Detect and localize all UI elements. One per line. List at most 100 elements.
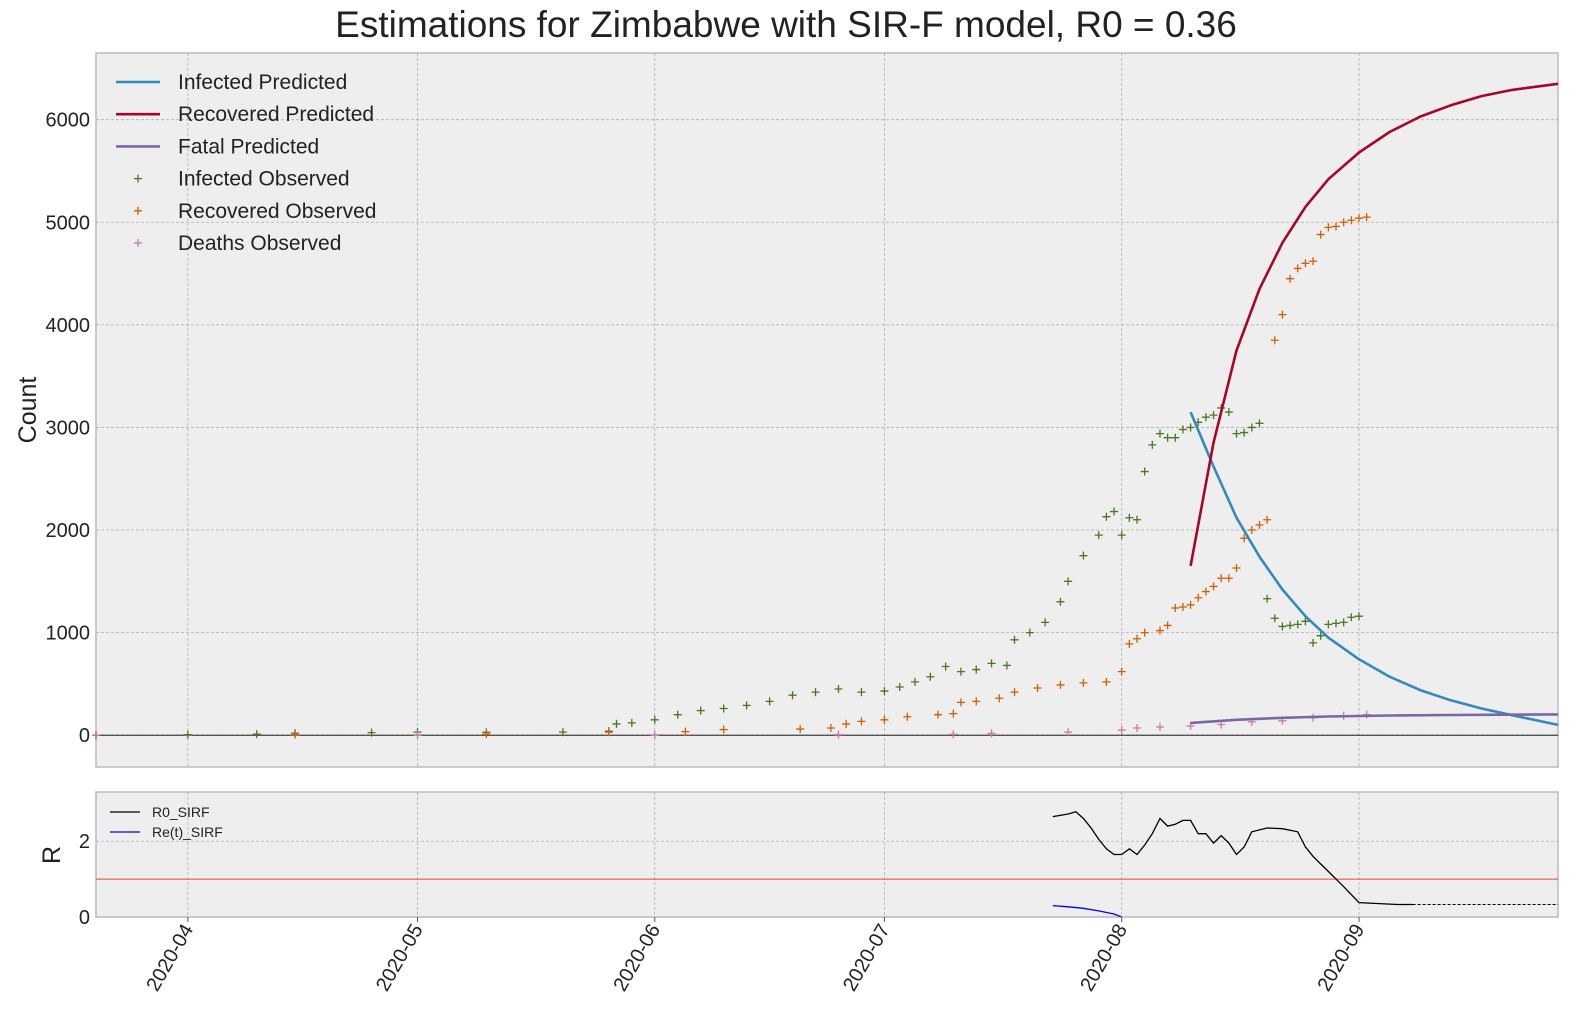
point-recovered-observed-39 <box>1255 520 1264 529</box>
point-infected-observed-35 <box>1079 551 1088 560</box>
point-infected-observed-29 <box>1002 661 1011 670</box>
point-infected-observed-11 <box>650 715 659 724</box>
y-tick-1000: 1000 <box>46 623 91 645</box>
point-recovered-observed-21 <box>1102 677 1111 686</box>
point-recovered-observed-19 <box>1056 680 1065 689</box>
point-recovered-observed-38 <box>1247 526 1256 535</box>
point-recovered-observed-3 <box>604 728 613 737</box>
point-recovered-observed-48 <box>1324 223 1333 232</box>
point-infected-observed-40 <box>1125 513 1134 522</box>
y-tick-6000: 6000 <box>46 110 91 132</box>
point-recovered-observed-14 <box>956 698 965 707</box>
point-recovered-observed-37 <box>1240 534 1249 543</box>
point-deaths-observed-6 <box>1064 728 1073 737</box>
point-infected-observed-14 <box>719 704 728 713</box>
count-gridlines <box>96 53 1558 767</box>
legend-swatch-infected-observed <box>134 174 142 183</box>
point-recovered-observed-43 <box>1286 274 1295 283</box>
legend-label-deaths-observed: Deaths Observed <box>178 232 341 255</box>
point-infected-observed-70 <box>1354 612 1363 621</box>
point-infected-observed-61 <box>1286 621 1295 630</box>
point-recovered-observed-20 <box>1079 678 1088 687</box>
y-tick-5000: 5000 <box>46 212 91 234</box>
point-infected-observed-12 <box>673 710 682 719</box>
series-recovered-observed <box>92 213 1371 740</box>
x-tick-2020-07: 2020-07 <box>839 921 895 996</box>
y-tick-0: 0 <box>79 725 90 747</box>
point-recovered-observed-41 <box>1270 336 1279 345</box>
point-deaths-observed-2 <box>650 730 659 739</box>
point-infected-observed-48 <box>1186 423 1195 432</box>
point-recovered-observed-35 <box>1224 574 1233 583</box>
legend-label-recovered-observed: Recovered Observed <box>178 200 376 223</box>
r-series <box>1052 810 1558 917</box>
x-tick-2020-09: 2020-09 <box>1314 921 1370 996</box>
point-recovered-observed-2 <box>482 730 491 739</box>
point-infected-observed-16 <box>765 697 774 706</box>
point-deaths-observed-8 <box>1133 724 1142 733</box>
legend-label-recovered-predicted: Recovered Predicted <box>178 103 374 126</box>
count-series <box>92 82 1559 740</box>
point-infected-observed-27 <box>972 665 981 674</box>
legend-label-r0-sirf: R0_SIRF <box>152 804 210 820</box>
point-infected-observed-39 <box>1117 531 1126 540</box>
count-panel: 0 1000 2000 3000 4000 5000 6000 Count Infected… <box>14 52 1559 768</box>
line-recovered-predicted <box>1189 82 1559 567</box>
point-infected-observed-24 <box>926 672 935 681</box>
point-recovered-observed-52 <box>1354 214 1363 223</box>
point-recovered-observed-49 <box>1332 222 1341 231</box>
point-infected-observed-20 <box>857 688 866 697</box>
point-infected-observed-66 <box>1324 620 1333 629</box>
point-recovered-observed-16 <box>995 694 1004 703</box>
point-recovered-observed-5 <box>719 725 728 734</box>
point-deaths-observed-0 <box>92 731 100 740</box>
point-infected-observed-58 <box>1263 594 1272 603</box>
point-recovered-observed-31 <box>1194 593 1203 602</box>
point-infected-observed-25 <box>941 662 950 671</box>
point-infected-observed-33 <box>1056 597 1065 606</box>
point-recovered-observed-18 <box>1033 684 1042 693</box>
point-infected-observed-59 <box>1270 614 1279 623</box>
point-recovered-observed-6 <box>796 725 805 734</box>
point-recovered-observed-50 <box>1339 218 1348 227</box>
point-infected-observed-63 <box>1301 617 1310 626</box>
point-recovered-observed-26 <box>1155 626 1164 635</box>
point-infected-observed-53 <box>1224 408 1233 417</box>
point-infected-observed-42 <box>1140 467 1149 476</box>
legend-label-infected-observed: Infected Observed <box>178 168 350 191</box>
point-recovered-observed-51 <box>1347 216 1356 225</box>
count-y-axis-label: Count <box>14 377 42 444</box>
point-infected-observed-15 <box>742 701 751 710</box>
point-deaths-observed-4 <box>949 730 958 739</box>
point-infected-observed-10 <box>627 718 636 727</box>
series-r0-sirf <box>1052 810 1558 906</box>
point-deaths-observed-10 <box>1186 721 1195 730</box>
point-infected-observed-36 <box>1094 531 1103 540</box>
point-recovered-observed-25 <box>1140 628 1149 637</box>
point-recovered-observed-44 <box>1293 264 1302 273</box>
point-recovered-observed-24 <box>1133 634 1142 643</box>
legend-swatch-recovered-observed <box>134 206 142 215</box>
point-infected-observed-68 <box>1339 618 1348 627</box>
point-recovered-observed-22 <box>1117 667 1126 676</box>
point-infected-observed-1 <box>183 730 192 739</box>
series-recovered-predicted <box>1189 82 1559 567</box>
point-infected-observed-69 <box>1347 613 1356 622</box>
point-recovered-observed-42 <box>1278 310 1287 319</box>
r-y-tick-0: 0 <box>79 907 90 929</box>
chart-title: Estimations for Zimbabwe with SIR-F mode… <box>335 4 1237 45</box>
point-recovered-observed-53 <box>1362 213 1371 222</box>
point-recovered-observed-46 <box>1309 257 1318 266</box>
point-infected-observed-55 <box>1240 428 1249 437</box>
point-recovered-observed-8 <box>842 719 851 728</box>
point-recovered-observed-29 <box>1178 602 1187 611</box>
point-recovered-observed-23 <box>1125 639 1134 648</box>
point-infected-observed-31 <box>1025 628 1034 637</box>
point-infected-observed-51 <box>1209 411 1218 420</box>
r-y-tick-labels: 02 <box>79 831 90 929</box>
point-infected-observed-50 <box>1201 413 1210 422</box>
point-infected-observed-21 <box>880 687 889 696</box>
legend-label-fatal-predicted: Fatal Predicted <box>178 135 319 158</box>
